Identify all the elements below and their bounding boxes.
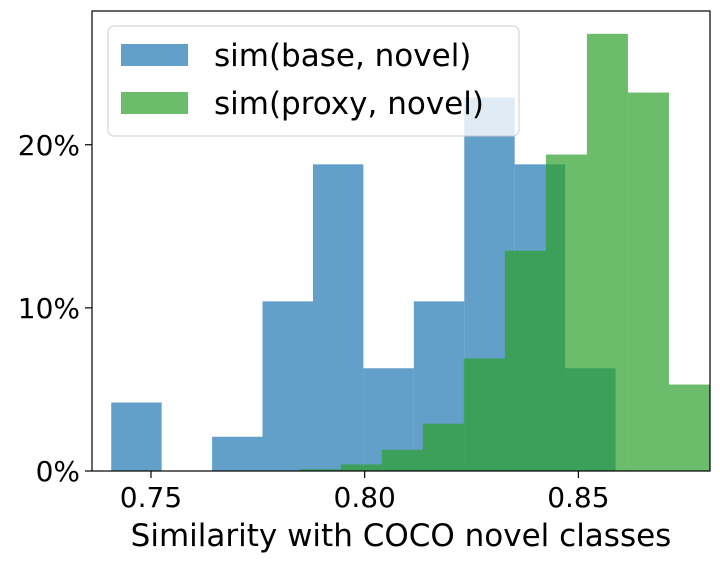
histogram-bar-series2-bin6 xyxy=(504,250,546,471)
histogram-bar-series1-bin1 xyxy=(111,402,162,471)
y-tick-label: 10% xyxy=(18,292,80,325)
x-axis: 0.75 0.80 0.85 xyxy=(120,471,610,514)
legend-box xyxy=(107,25,520,137)
x-tick-label: 0.85 xyxy=(547,481,609,514)
y-tick-label: 0% xyxy=(36,455,80,488)
legend-label-2: sim(proxy, novel) xyxy=(214,86,484,122)
legend: sim(base, novel) sim(proxy, novel) xyxy=(107,25,520,137)
histogram-bar-series2-bin1 xyxy=(299,469,341,471)
y-tick-label: 20% xyxy=(18,129,80,162)
histogram-bar-series1-bin3 xyxy=(212,436,263,471)
histogram-bar-series2-bin8 xyxy=(586,33,628,471)
histogram-bar-series2-bin10 xyxy=(668,384,710,471)
histogram-bar-series1-bin5 xyxy=(312,164,364,472)
histogram-bar-series2-bin3 xyxy=(381,449,423,471)
histogram-bar-series2-bin7 xyxy=(545,154,587,472)
legend-swatch-1 xyxy=(121,44,188,66)
histogram-bar-series2-bin5 xyxy=(463,358,505,471)
x-tick-label: 0.80 xyxy=(334,481,396,514)
histogram-bar-series2-bin2 xyxy=(340,464,382,471)
x-tick-label: 0.75 xyxy=(120,481,182,514)
histogram-bar-series2-bin9 xyxy=(627,92,669,472)
x-axis-title: Similarity with COCO novel classes xyxy=(131,518,672,554)
plot-frame xyxy=(91,10,711,472)
y-axis: 0% 10% 20% xyxy=(18,129,92,488)
legend-label-1: sim(base, novel) xyxy=(214,38,471,74)
histogram-bars xyxy=(111,33,710,472)
histogram-bar-series1-bin4 xyxy=(262,301,313,471)
histogram-bar-series2-bin4 xyxy=(422,423,464,471)
legend-swatch-2 xyxy=(121,92,188,114)
